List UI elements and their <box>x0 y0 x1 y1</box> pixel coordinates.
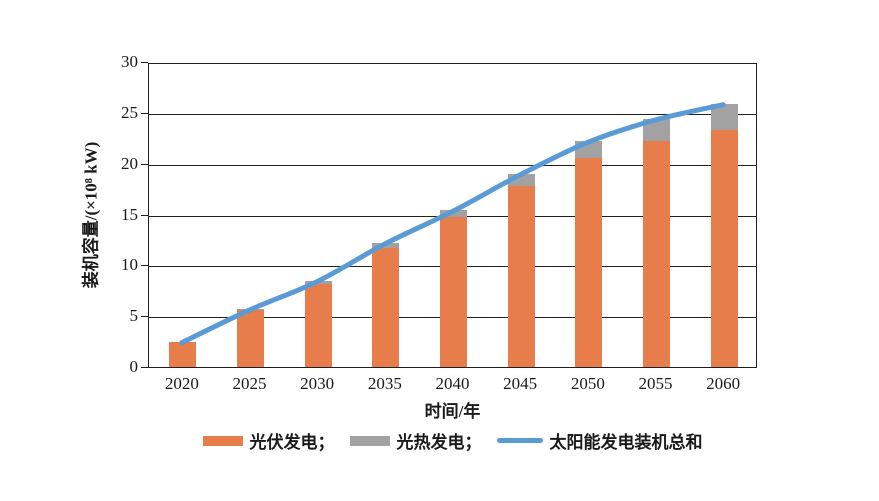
legend-label: 光热发电； <box>396 433 482 452</box>
bar-segment-pv <box>372 248 400 367</box>
legend-label: 太阳能发电装机总和 <box>549 433 703 452</box>
legend-item-total: 太阳能发电装机总和 <box>496 428 703 453</box>
x-tick-label: 2020 <box>164 374 199 393</box>
x-axis-title: 时间/年 <box>424 402 481 421</box>
gridline <box>149 113 756 115</box>
x-tick-label: 2040 <box>435 374 470 393</box>
legend-line-swatch <box>496 438 543 443</box>
y-tick-mark <box>141 112 148 114</box>
y-tick-label: 10 <box>121 255 138 275</box>
x-tick-label: 2050 <box>570 374 605 393</box>
y-tick-mark <box>141 62 148 63</box>
bar-segment-pv <box>169 341 197 367</box>
legend-color-swatch <box>349 435 390 446</box>
bar-segment-pv <box>575 157 603 367</box>
x-tick-label: 2025 <box>232 374 267 393</box>
bar-segment-pv <box>643 141 670 367</box>
legend-item-csp: 光热发电； <box>349 428 482 453</box>
x-tick-label: 2030 <box>300 374 335 393</box>
y-tick-mark <box>141 316 148 318</box>
y-tick-label: 30 <box>121 52 138 71</box>
bar-segment-pv <box>440 216 467 367</box>
bar-segment-pv <box>507 186 535 367</box>
y-tick-mark <box>141 214 148 216</box>
x-tick-label: 2035 <box>367 374 402 393</box>
legend-item-pv: 光伏发电； <box>202 428 335 453</box>
x-tick-label: 2060 <box>706 374 741 393</box>
legend-color-swatch <box>202 435 243 446</box>
legend-label: 光伏发电； <box>249 433 335 452</box>
legend: 光伏发电； 光热发电； 太阳能发电装机总和 <box>118 428 787 453</box>
bar-segment-pv <box>710 130 738 367</box>
y-tick-label: 5 <box>129 306 139 326</box>
plot-area <box>148 63 757 368</box>
y-tick-mark <box>141 265 148 267</box>
y-tick-label: 15 <box>121 204 138 224</box>
bar-segment-pv <box>237 310 264 367</box>
x-tick-label: 2045 <box>503 374 538 393</box>
y-tick-mark <box>141 367 148 368</box>
x-tick-label: 2055 <box>638 374 673 393</box>
y-tick-label: 0 <box>129 357 139 376</box>
y-tick-mark <box>141 163 148 165</box>
y-tick-label: 25 <box>121 102 138 122</box>
bar-segment-pv <box>304 283 332 367</box>
y-tick-label: 20 <box>121 153 138 173</box>
